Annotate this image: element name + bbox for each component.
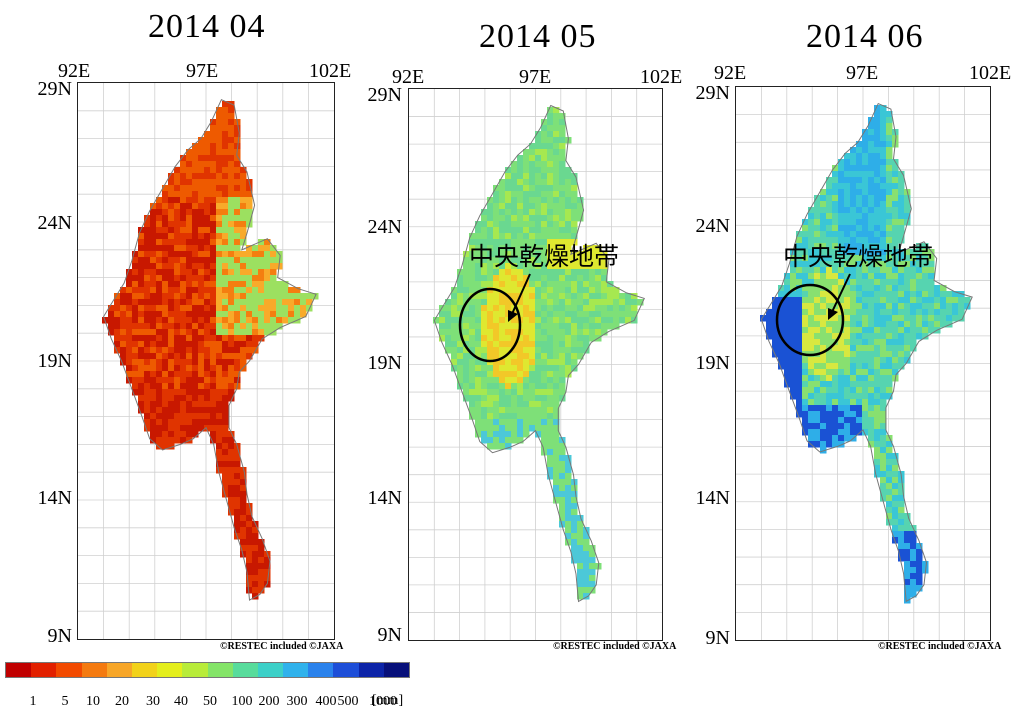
precipitation-map	[735, 86, 991, 641]
legend-tick-label: 500	[337, 694, 359, 709]
legend-tick-label: 400	[315, 694, 337, 709]
lat-label: 19N	[37, 350, 72, 372]
lat-label: 29N	[695, 82, 730, 104]
lon-label: 97E	[519, 66, 552, 88]
legend-swatch	[257, 663, 284, 677]
credit-text: ©RESTEC included ©JAXA	[878, 641, 1002, 652]
lat-label: 9N	[705, 627, 730, 649]
legend-swatch	[182, 663, 208, 677]
legend-swatch	[157, 663, 183, 677]
legend-swatch	[207, 663, 233, 677]
lat-label: 24N	[695, 215, 730, 237]
legend-tick-label: 10	[86, 694, 100, 709]
lat-label: 9N	[47, 625, 72, 647]
credit-text: ©RESTEC included ©JAXA	[553, 641, 677, 652]
lat-label: 14N	[37, 487, 72, 509]
lon-label: 92E	[58, 60, 91, 82]
legend-swatch	[383, 663, 409, 677]
legend-swatch	[232, 663, 258, 677]
lat-label: 29N	[367, 84, 402, 106]
legend-tick-label: 50	[203, 694, 217, 709]
legend-color-bar	[5, 662, 410, 678]
lon-label: 92E	[392, 66, 425, 88]
legend-tick-label: 5	[61, 694, 69, 709]
lat-label: 29N	[37, 78, 72, 100]
map-canvas	[78, 83, 334, 639]
precipitation-pixels	[433, 107, 644, 600]
lat-label: 9N	[377, 624, 402, 646]
central-dry-zone-label: 中央乾燥地帯	[469, 242, 620, 271]
legend-tick-label: 200	[258, 694, 280, 709]
lat-label: 19N	[695, 352, 730, 374]
legend-swatch	[6, 663, 32, 677]
country-boundary	[760, 102, 973, 603]
country-boundary	[433, 104, 645, 603]
legend-tick-label: 100	[231, 694, 253, 709]
legend-swatch	[131, 663, 158, 677]
lon-label: 102E	[309, 60, 352, 82]
lon-label: 102E	[640, 66, 683, 88]
central-dry-zone-label: 中央乾燥地帯	[783, 242, 934, 271]
precipitation-map	[77, 82, 335, 640]
lat-label: 14N	[367, 487, 402, 509]
dry-zone-marker	[775, 273, 851, 357]
lon-label: 97E	[186, 60, 219, 82]
map-canvas	[409, 89, 662, 640]
legend-swatch	[106, 663, 132, 677]
legend-tick-label: 300	[286, 694, 308, 709]
panel-title: 2014 04	[148, 8, 266, 45]
legend-swatch	[81, 663, 107, 677]
country-boundary	[103, 99, 317, 601]
lat-label: 24N	[37, 212, 72, 234]
legend-swatch	[31, 663, 57, 677]
lat-label: 14N	[695, 487, 730, 509]
legend-tick-label: 20	[115, 694, 129, 709]
panel-title: 2014 06	[806, 18, 924, 55]
legend-tick-label: 1000	[369, 694, 397, 709]
legend-swatch	[333, 663, 359, 677]
legend-tick-label: 30	[146, 694, 160, 709]
legend-swatch	[283, 663, 309, 677]
dry-zone-marker	[458, 273, 531, 363]
panel-title: 2014 05	[479, 18, 597, 55]
legend-unit: [mm]	[372, 693, 404, 708]
map-canvas	[736, 87, 990, 640]
precipitation-pixels	[760, 105, 971, 604]
legend-swatch	[308, 663, 334, 677]
legend-tick-label: 1	[29, 694, 37, 709]
legend-swatch	[56, 663, 82, 677]
precipitation-map	[408, 88, 663, 641]
credit-text: ©RESTEC included ©JAXA	[220, 641, 344, 652]
lon-label: 102E	[969, 62, 1012, 84]
legend-swatch	[358, 663, 384, 677]
precipitation-pixels	[102, 101, 319, 600]
color-legend: 1 5 10 20 30 40 50 100 200 300 400 500 1000	[5, 662, 410, 709]
lat-label: 19N	[367, 352, 402, 374]
lat-label: 24N	[367, 216, 402, 238]
lon-label: 97E	[846, 62, 879, 84]
lon-label: 92E	[714, 62, 747, 84]
legend-tick-label: 40	[174, 694, 188, 709]
